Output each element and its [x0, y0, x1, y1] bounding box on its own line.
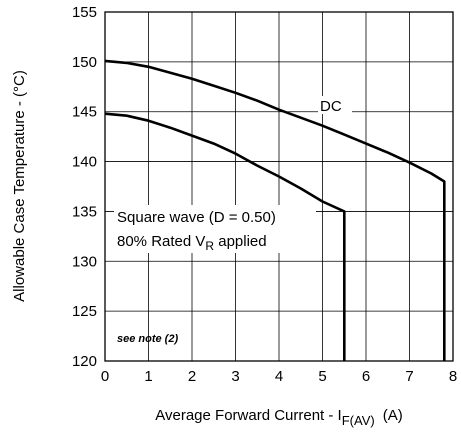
- x-axis-label-unit: (A): [383, 407, 403, 424]
- x-tick-label: 2: [188, 368, 196, 385]
- series-group: [104, 59, 446, 361]
- y-tick-label: 125: [72, 303, 97, 320]
- square-label-bg: [114, 205, 316, 253]
- rated-vr-prefix: 80% Rated V: [117, 233, 205, 250]
- rated-vr-sub: R: [205, 239, 214, 253]
- series-line-dc: [104, 59, 446, 361]
- square-wave-label: Square wave (D = 0.50): [117, 209, 276, 226]
- y-tick-label: 120: [72, 353, 97, 370]
- x-tick-label: 3: [231, 368, 239, 385]
- x-axis-label-sub: F(AV): [342, 413, 375, 428]
- x-tick-label: 7: [405, 368, 413, 385]
- x-axis-label: Average Forward Current - IF(AV) (A): [155, 407, 402, 428]
- y-tick-label: 145: [72, 104, 97, 121]
- y-tick-label: 155: [72, 4, 97, 21]
- rated-vr-suffix: applied: [214, 233, 267, 250]
- y-tick-labels: 155 150 145 140 135 130 125 120: [72, 4, 97, 370]
- x-axis-label-main: Average Forward Current - I: [155, 407, 341, 424]
- x-tick-label: 5: [318, 368, 326, 385]
- see-note-label: see note (2): [117, 333, 178, 345]
- x-tick-label: 1: [144, 368, 152, 385]
- series-line-square-wave: [104, 112, 346, 361]
- y-axis-label: Allowable Case Temperature - (°C): [11, 70, 28, 302]
- y-tick-label: 135: [72, 203, 97, 220]
- x-tick-label: 8: [449, 368, 457, 385]
- dc-label: DC: [320, 98, 342, 115]
- dc-label-bg: [318, 96, 352, 114]
- plot-frame: [104, 11, 454, 362]
- x-tick-label: 4: [275, 368, 283, 385]
- x-tick-labels: 0 1 2 3 4 5 6 7 8: [101, 368, 457, 385]
- y-tick-label: 140: [72, 154, 97, 171]
- y-tick-label: 130: [72, 253, 97, 270]
- x-tick-label: 0: [101, 368, 109, 385]
- y-tick-label: 150: [72, 54, 97, 71]
- grid: [105, 12, 453, 361]
- x-tick-label: 6: [362, 368, 370, 385]
- rated-vr-label: 80% Rated VR applied: [117, 233, 267, 253]
